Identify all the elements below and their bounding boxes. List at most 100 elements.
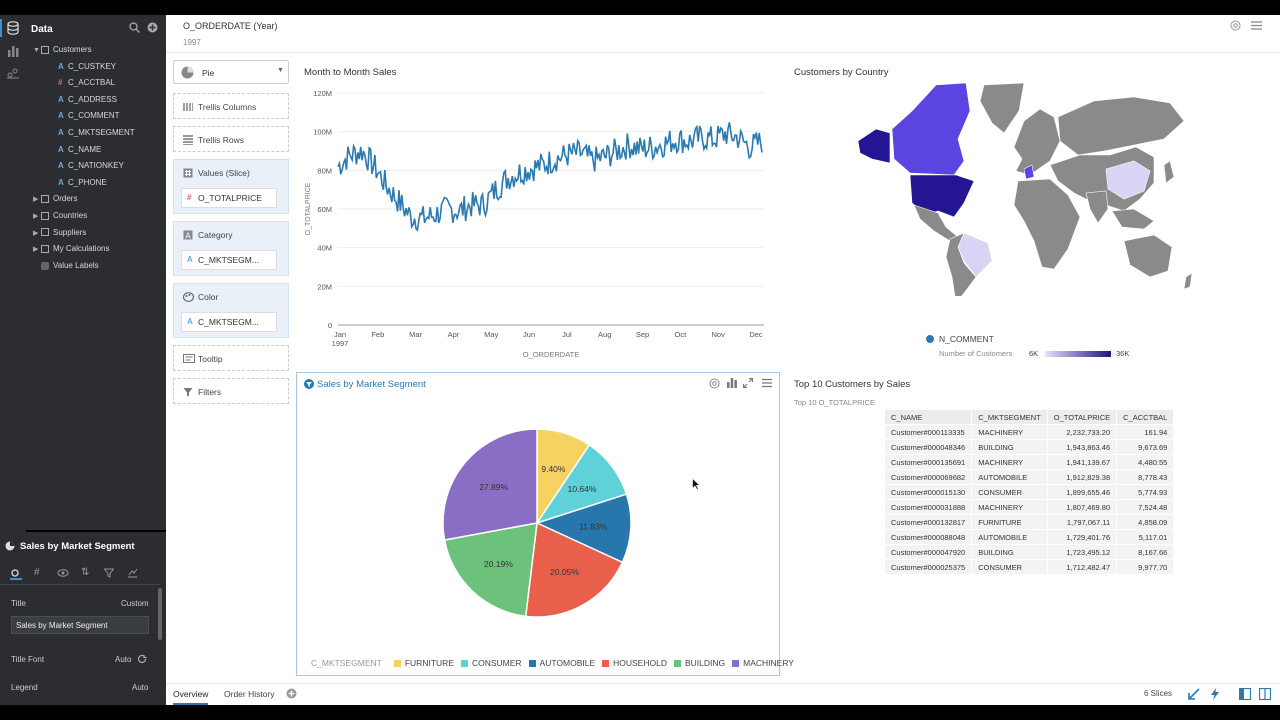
analytics-icon[interactable]	[6, 67, 20, 79]
swap-icon[interactable]	[1188, 688, 1200, 702]
table-row[interactable]: Customer#000135691 MACHINERY 1,941,139.67 4…	[883, 454, 1175, 470]
legend-value[interactable]: Auto	[132, 683, 149, 692]
pie-slice-automobile[interactable]	[534, 493, 632, 564]
category-shelf[interactable]: A Category A C_MKTSEGM...	[173, 221, 289, 276]
table-row[interactable]: Customer#000015130 CONSUMER 1,899,655.46 5,…	[883, 484, 1175, 500]
category-pill[interactable]: A C_MKTSEGM...	[181, 250, 277, 270]
top10-table[interactable]: C_NAME C_MKTSEGMENT O_TOTALPRICE C_ACCTBAL …	[883, 409, 1175, 575]
properties-tab-general[interactable]	[10, 568, 22, 580]
pie-legend-item[interactable]: BUILDING	[673, 658, 725, 668]
pie-legend-item[interactable]: MACHINERY	[732, 658, 794, 668]
tree-item[interactable]: ▶ Countries	[33, 208, 87, 224]
pie-slice-machinery[interactable]	[442, 428, 538, 541]
title-input[interactable]: Sales by Market Segment	[11, 616, 149, 634]
table-row[interactable]: Customer#000069682 AUTOMOBILE 1,912,829.38…	[883, 469, 1175, 485]
tree-item[interactable]: ▼ Customers	[33, 42, 92, 58]
tree-item[interactable]: A C_MKTSEGMENT	[58, 125, 135, 141]
pie-legend-item[interactable]: HOUSEHOLD	[602, 658, 667, 668]
expand-arrow-icon[interactable]: ▶	[33, 229, 39, 237]
data-panel-icon[interactable]	[7, 21, 19, 35]
values-pill[interactable]: # O_TOTALPRICE	[181, 188, 277, 208]
filter-value[interactable]: 1997	[183, 38, 201, 47]
color-pill[interactable]: A C_MKTSEGM...	[181, 312, 277, 332]
table-header-cell[interactable]: C_NAME	[883, 409, 973, 425]
pie-legend-item[interactable]: AUTOMOBILE	[528, 658, 595, 668]
pie-panel[interactable]: Sales by Market Segment 9.40% 10.64% 11.83…	[296, 372, 794, 676]
pie-slice-household[interactable]	[524, 521, 624, 618]
table-row[interactable]: Customer#000048346 BUILDING 1,943,863.46 9,…	[883, 439, 1175, 455]
tree-item[interactable]: # C_ACCTBAL	[58, 75, 115, 91]
table-row[interactable]: Customer#000031888 MACHINERY 1,807,469.80 7…	[883, 499, 1175, 515]
tree-item[interactable]: ▶ Suppliers	[33, 225, 86, 241]
tree-item[interactable]: A C_PHONE	[58, 175, 107, 191]
expand-arrow-icon[interactable]: ▶	[33, 246, 39, 254]
table-row[interactable]: Customer#000025375 CONSUMER 1,712,482.47 9,…	[883, 559, 1175, 575]
pie-legend-item[interactable]: FURNITURE	[393, 658, 454, 668]
tree-item[interactable]: Value Labels	[33, 258, 99, 274]
add-icon[interactable]	[147, 22, 158, 35]
tab-order-history[interactable]: Order History	[224, 689, 275, 699]
table-row[interactable]: Customer#000088048 AUTOMOBILE 1,729,401.76…	[883, 529, 1175, 545]
title-mode[interactable]: Custom	[121, 599, 149, 608]
tree-item[interactable]: A C_COMMENT	[58, 108, 120, 124]
expand-arrow-icon[interactable]: ▶	[33, 213, 39, 220]
expand-arrow-icon[interactable]: ▶	[33, 196, 39, 204]
panel-menu-icon[interactable]	[762, 378, 772, 390]
trellis-rows-shelf[interactable]: Trellis Rows	[173, 126, 289, 152]
properties-tab-filter-icon[interactable]	[103, 568, 115, 580]
bar-chart-icon[interactable]	[727, 378, 737, 390]
pie-panel-filter-icon[interactable]	[304, 379, 314, 391]
table-header-cell[interactable]: C_ACCTBAL	[1116, 409, 1175, 425]
reset-icon[interactable]	[137, 654, 147, 666]
filter-label[interactable]: O_ORDERDATE (Year)	[183, 21, 278, 31]
tooltip-shelf[interactable]: Tooltip	[173, 345, 289, 371]
tree-item[interactable]: ▶ Orders	[33, 191, 77, 207]
tree-item[interactable]: A C_NAME	[58, 142, 101, 158]
table-cell: Customer#000015130	[883, 484, 973, 500]
values-shelf[interactable]: Values (Slice) # O_TOTALPRICE	[173, 159, 289, 214]
table-cell: BUILDING	[971, 439, 1048, 455]
sales-line-series[interactable]	[337, 122, 763, 232]
properties-tab-sort-icon[interactable]: ⇅	[81, 567, 90, 578]
pie-chart[interactable]: 9.40%10.64% 11.83% 20.05% 20.19% 27.89%	[437, 423, 637, 623]
line-chart[interactable]: 0 20M 40M 60M 80M 100M 120M Jan 1997 Feb Mar Apr May…	[298, 83, 778, 373]
lightning-icon[interactable]	[1210, 688, 1220, 702]
table-cell: Customer#000069682	[883, 469, 973, 485]
table-header-cell[interactable]: O_TOTALPRICE	[1046, 409, 1118, 425]
search-icon[interactable]	[129, 22, 140, 35]
table-cell: 2,232,733.20	[1046, 424, 1118, 440]
table-row[interactable]: Customer#000047920 BUILDING 1,723,495.12 8,…	[883, 544, 1175, 560]
tree-item[interactable]: A C_CUSTKEY	[58, 59, 116, 75]
expand-arrow-icon[interactable]: ▼	[33, 47, 40, 54]
target-icon[interactable]	[709, 378, 720, 391]
filter-settings-icon[interactable]	[1230, 20, 1241, 33]
pie-slice-building[interactable]	[443, 522, 538, 618]
properties-tab-analytics-icon[interactable]	[127, 568, 138, 580]
properties-scrollbar[interactable]	[158, 588, 162, 640]
active-indicator	[0, 19, 2, 37]
properties-tab-eye-icon[interactable]	[57, 568, 69, 580]
tree-item[interactable]: A C_ADDRESS	[58, 92, 117, 108]
tree-item[interactable]: ▶ My Calculations	[33, 241, 109, 257]
chart-type-select[interactable]: Pie ▼	[173, 60, 289, 84]
add-tab-icon[interactable]	[286, 688, 297, 701]
table-row[interactable]: Customer#000113335 MACHINERY 2,232,733.20 1…	[883, 424, 1175, 440]
trellis-columns-shelf[interactable]: Trellis Columns	[173, 93, 289, 119]
visualizations-icon[interactable]	[7, 45, 19, 57]
properties-tab-values-icon[interactable]: #	[34, 567, 40, 578]
tree-item[interactable]: A C_NATIONKEY	[58, 158, 124, 174]
tab-overview[interactable]: Overview	[173, 689, 209, 705]
filters-shelf[interactable]: Filters	[173, 378, 289, 404]
layout-toggle-icon[interactable]	[1258, 687, 1272, 702]
table-row[interactable]: Customer#000132817 FURNITURE 1,797,067.11 4…	[883, 514, 1175, 530]
table-header-cell[interactable]: C_MKTSEGMENT	[971, 409, 1048, 425]
title-font-value[interactable]: Auto	[115, 655, 132, 664]
maximize-icon[interactable]	[742, 377, 754, 390]
filter-menu-icon[interactable]	[1251, 20, 1262, 33]
color-shelf[interactable]: Color A C_MKTSEGM...	[173, 283, 289, 338]
panel-toggle-icon[interactable]	[1238, 687, 1252, 702]
table-cell: 4,858.09	[1116, 514, 1175, 530]
pie-legend-item[interactable]: CONSUMER	[460, 658, 522, 668]
world-map[interactable]	[854, 81, 1204, 296]
table-cell: AUTOMOBILE	[971, 529, 1048, 545]
